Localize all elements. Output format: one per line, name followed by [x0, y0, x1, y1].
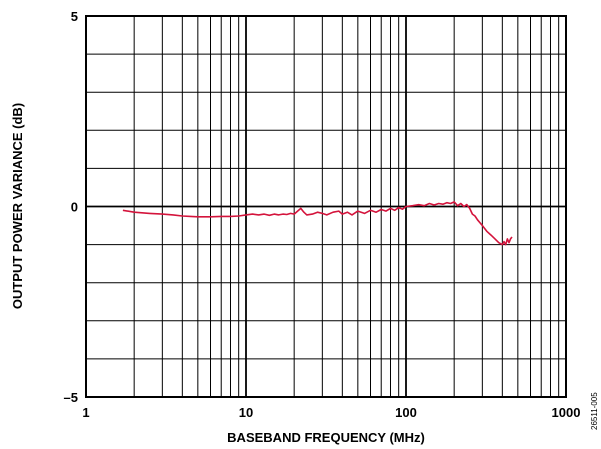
- y-tick-label: 5: [71, 9, 78, 24]
- series-line: [122, 201, 513, 246]
- y-tick-label: –5: [64, 390, 78, 405]
- figure-code: 26511-005: [590, 392, 599, 430]
- x-tick-labels: 1 10 100 1000: [82, 405, 580, 420]
- x-tick-label: 10: [239, 405, 253, 420]
- y-tick-labels: 5 0 –5: [64, 9, 78, 405]
- grid: [86, 16, 566, 397]
- x-tick-label: 1: [82, 405, 89, 420]
- y-tick-label: 0: [71, 200, 78, 215]
- x-tick-label: 100: [395, 405, 417, 420]
- y-axis-label: OUTPUT POWER VARIANCE (dB): [10, 103, 25, 309]
- plot-frame: [85, 15, 567, 398]
- x-tick-label: 1000: [552, 405, 581, 420]
- x-axis-label: BASEBAND FREQUENCY (MHz): [227, 430, 425, 445]
